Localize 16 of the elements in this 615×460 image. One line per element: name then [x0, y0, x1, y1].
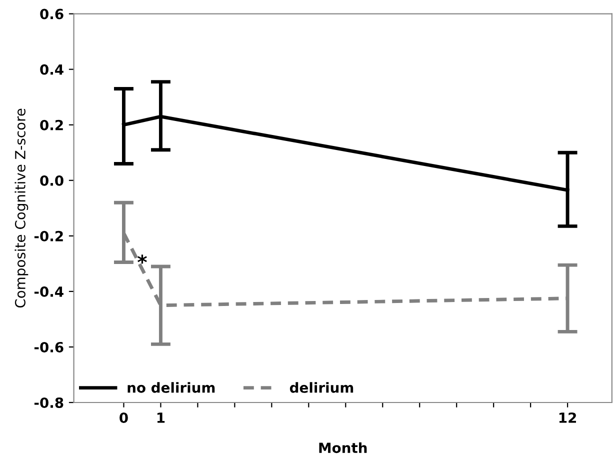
annotation: *: [138, 254, 147, 264]
y-tick-label: -0.6: [34, 342, 64, 352]
legend-label: no delirium: [128, 382, 215, 393]
legend-label: delirium: [290, 382, 354, 393]
x-tick-label: 12: [559, 412, 576, 423]
y-tick-label: -0.2: [34, 230, 63, 242]
y-axis-title: Composite Cognitive Z-score: [14, 108, 28, 308]
x-axis-title: Month: [319, 442, 367, 454]
x-tick-label: 0: [120, 412, 128, 423]
y-tick-label: 0.6: [40, 8, 64, 20]
y-tick-label: 0.2: [40, 120, 63, 130]
y-tick-label: 0.0: [40, 175, 64, 186]
y-tick-label: 0.4: [40, 64, 64, 75]
y-tick-label: -0.4: [34, 286, 64, 297]
x-tick-label: 1: [157, 412, 165, 423]
y-tick-label: -0.8: [34, 397, 64, 408]
